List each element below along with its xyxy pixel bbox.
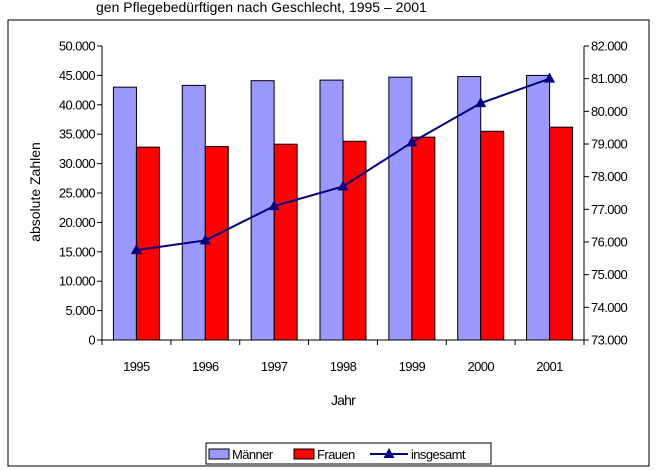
header-text: gen Pflegebedürftigen nach Geschlecht, 1… — [96, 0, 427, 15]
y-left-tick-label: 50.000 — [59, 39, 96, 54]
data-point-marker — [268, 200, 280, 211]
y-right-tick-label: 74.000 — [591, 300, 628, 315]
x-tick-label: 1998 — [330, 359, 357, 374]
bar-frauen — [549, 126, 574, 341]
bar-frauen — [411, 136, 436, 341]
y-left-tick-label: 40.000 — [59, 97, 96, 112]
y-left-tick-label: 35.000 — [59, 127, 96, 142]
x-tick-label: 1995 — [123, 359, 150, 374]
legend-marker-insgesamt — [383, 448, 395, 458]
y-left-tick-label: 5.000 — [65, 303, 95, 318]
y-right-tick-label: 75.000 — [591, 267, 628, 282]
x-tick-label: 1999 — [399, 359, 426, 374]
legend-box — [205, 442, 492, 465]
y-right-tick-label: 77.000 — [591, 202, 628, 217]
y-right-tick-label: 78.000 — [591, 169, 628, 184]
y-left-tick-label: 30.000 — [59, 156, 96, 171]
x-tick-label: 2000 — [467, 359, 494, 374]
data-point-marker — [406, 136, 418, 147]
legend-label-männer: Männer — [232, 447, 274, 462]
data-point-marker — [337, 180, 349, 191]
bar-männer — [319, 79, 344, 341]
plot-area: 0 5.000 10.000 15.000 20.000 25.000 30.000 35.0… — [59, 39, 628, 375]
data-point-marker — [544, 72, 556, 83]
data-point-marker — [475, 97, 487, 108]
y-left-tick-label: 10.000 — [59, 274, 96, 289]
y-axis-label: absolute Zahlen — [27, 142, 43, 242]
data-point-marker — [199, 234, 211, 245]
y-right-tick-label: 80.000 — [591, 104, 628, 119]
bar-männer — [457, 76, 482, 341]
bar-frauen — [273, 143, 298, 341]
x-tick-label: 1996 — [192, 359, 219, 374]
legend-label-frauen: Frauen — [317, 447, 355, 462]
bar-frauen — [135, 146, 160, 341]
legend-swatch-männer — [208, 448, 230, 460]
y-right-tick-label: 82.000 — [591, 39, 628, 54]
legend: Männer Frauen insgesamt — [205, 442, 492, 465]
y-right-tick-label: 76.000 — [591, 235, 628, 250]
y-right-tick-label: 81.000 — [591, 71, 628, 86]
x-axis-label: Jahr — [331, 392, 356, 408]
bar-männer — [181, 84, 206, 341]
y-left-tick-label: 25.000 — [59, 186, 96, 201]
legend-label-insgesamt: insgesamt — [411, 447, 466, 462]
y-right-tick-label: 79.000 — [591, 137, 628, 152]
bar-männer — [526, 74, 551, 341]
x-tick-label: 1997 — [261, 359, 288, 374]
x-tick-label: 2001 — [536, 359, 563, 374]
y-left-tick-label: 45.000 — [59, 68, 96, 83]
y-left-tick-label: 20.000 — [59, 215, 96, 230]
y-right-tick-label: 73.000 — [591, 333, 628, 348]
bar-männer — [250, 80, 275, 341]
bar-frauen — [342, 140, 367, 341]
bar-männer — [388, 76, 413, 341]
bar-frauen — [480, 130, 505, 341]
y-left-tick-label: 15.000 — [59, 244, 96, 259]
legend-swatch-frauen — [293, 448, 315, 460]
data-point-marker — [130, 244, 142, 255]
y-left-tick-label: 0 — [88, 333, 95, 348]
bar-männer — [112, 86, 137, 341]
